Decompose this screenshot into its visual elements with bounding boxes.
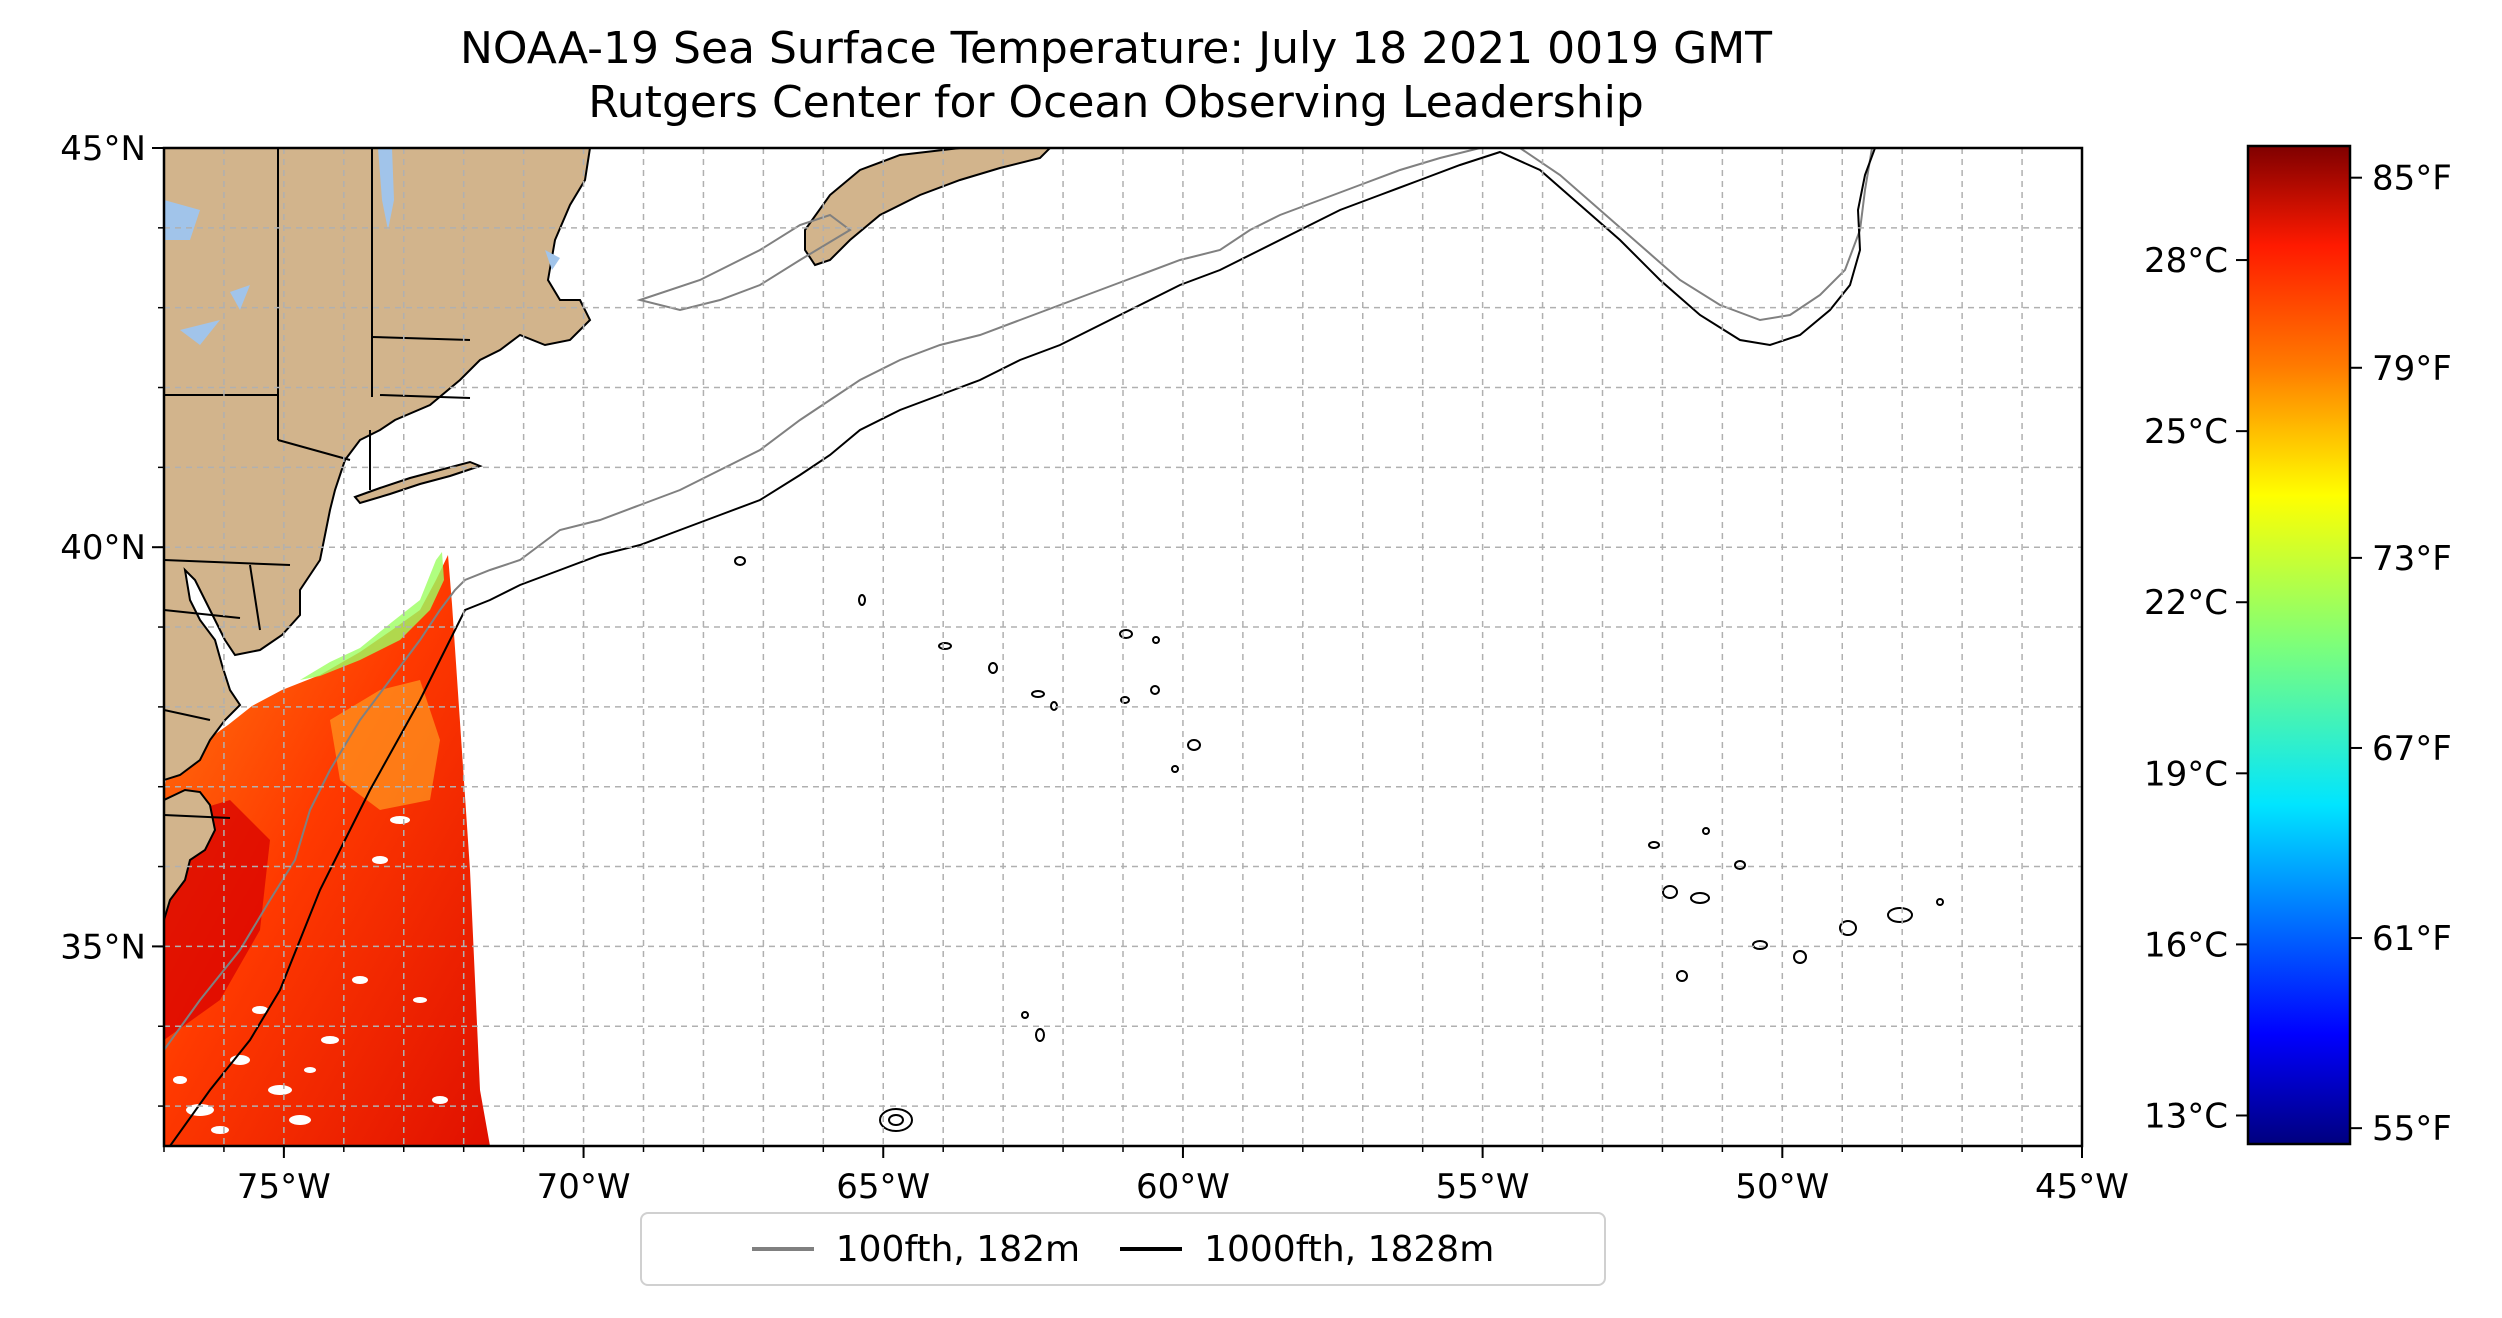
lon-tick-label: 55°W xyxy=(1436,1167,1530,1207)
lon-tick-label: 75°W xyxy=(237,1167,331,1207)
lakes xyxy=(164,148,560,345)
legend-swatch-1000fth xyxy=(1120,1247,1183,1251)
colorbar-fahrenheit-axis: 55°F 61°F 67°F 73°F 79°F 85°F xyxy=(2350,159,2452,1149)
map-area xyxy=(164,148,2082,1146)
grid-parallels xyxy=(164,148,2082,1107)
isobath-100fth-grand-banks xyxy=(1519,148,1873,322)
legend-label-1000fth: 1000fth, 1828m xyxy=(1204,1228,1495,1270)
celsius-tick-label: 25°C xyxy=(2144,412,2228,452)
lat-tick-label: 40°N xyxy=(60,528,146,568)
fahrenheit-tick-label: 55°F xyxy=(2372,1109,2452,1149)
land-chesapeake-south xyxy=(164,788,217,921)
fahrenheit-tick-label: 85°F xyxy=(2372,159,2452,199)
lat-tick-label: 35°N xyxy=(60,927,146,967)
latitude-axis: 35°N 40°N 45°N xyxy=(60,129,164,1107)
colorbar-frame xyxy=(2246,144,2352,1146)
land-long-island xyxy=(353,460,483,505)
longitude-axis: 75°W 70°W 65°W 60°W 55°W 50°W 45°W xyxy=(163,1146,2129,1207)
fahrenheit-tick-label: 61°F xyxy=(2372,919,2452,959)
lon-tick-label: 70°W xyxy=(537,1167,631,1207)
lon-tick-label: 50°W xyxy=(1735,1167,1829,1207)
fahrenheit-tick-label: 73°F xyxy=(2372,539,2452,579)
lat-tick-label: 45°N xyxy=(60,129,146,169)
lon-tick-label: 65°W xyxy=(836,1167,930,1207)
lon-tick-label: 45°W xyxy=(2035,1167,2129,1207)
isobath-1000fth xyxy=(169,148,1876,1146)
fahrenheit-tick-label: 67°F xyxy=(2372,729,2452,769)
grid-meridians xyxy=(164,148,2082,1146)
cloud-gaps xyxy=(173,816,448,1134)
celsius-tick-label: 16°C xyxy=(2144,925,2228,965)
sst-coastal-cool xyxy=(300,552,444,680)
colorbar-celsius-axis: 13°C 16°C 19°C 22°C 25°C 28°C xyxy=(2144,241,2248,1136)
celsius-tick-label: 19°C xyxy=(2144,754,2228,794)
legend-item-100fth: 100fth, 182m xyxy=(751,1228,1081,1270)
legend-label-100fth: 100fth, 182m xyxy=(835,1228,1081,1270)
legend-swatch-100fth xyxy=(751,1247,814,1251)
isobath-100fth xyxy=(164,148,1481,1051)
celsius-tick-label: 22°C xyxy=(2144,583,2228,623)
celsius-tick-label: 28°C xyxy=(2144,241,2228,281)
legend: 100fth, 182m 1000fth, 1828m xyxy=(640,1212,1606,1286)
chart-title: NOAA-19 Sea Surface Temperature: July 18… xyxy=(0,22,2232,130)
gridlines xyxy=(164,148,2082,1146)
colorbar xyxy=(2248,146,2350,1144)
state-borders xyxy=(164,148,471,819)
fahrenheit-tick-label: 79°F xyxy=(2372,349,2452,389)
land-nova-scotia xyxy=(804,148,1052,267)
legend-item-1000fth: 1000fth, 1828m xyxy=(1120,1229,1494,1270)
title-line-2: Rutgers Center for Ocean Observing Leade… xyxy=(588,77,1644,128)
title-line-1: NOAA-19 Sea Surface Temperature: July 18… xyxy=(459,23,1773,74)
celsius-tick-label: 13°C xyxy=(2144,1096,2228,1136)
lon-tick-label: 60°W xyxy=(1136,1167,1230,1207)
land xyxy=(164,148,1052,921)
seamounts xyxy=(734,556,1944,1132)
isobath-100fth-gulf xyxy=(636,213,852,312)
